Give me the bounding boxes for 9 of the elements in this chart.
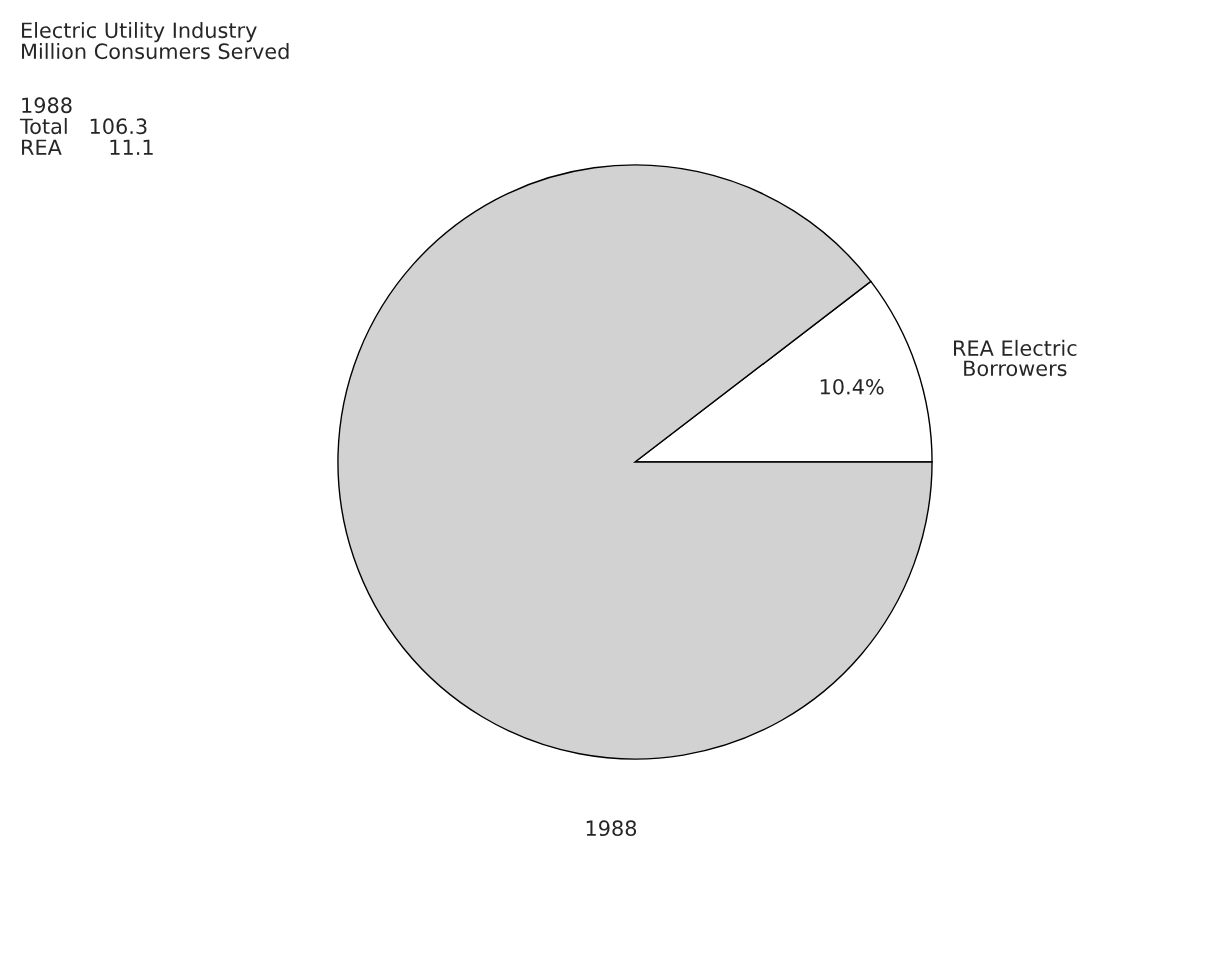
text: Electric Utility Industry xyxy=(22,22,257,43)
text: Total 106.3 xyxy=(19,118,147,135)
pie-slice xyxy=(337,164,933,760)
text: REA 11.1 xyxy=(22,139,153,155)
slice-label: REA Electric Borrowers xyxy=(954,339,1077,377)
text: 1988 xyxy=(22,97,72,114)
text: Million Consumers Served xyxy=(22,43,289,60)
text: 1988 xyxy=(586,820,637,837)
data-label: 10.4% xyxy=(820,378,884,395)
